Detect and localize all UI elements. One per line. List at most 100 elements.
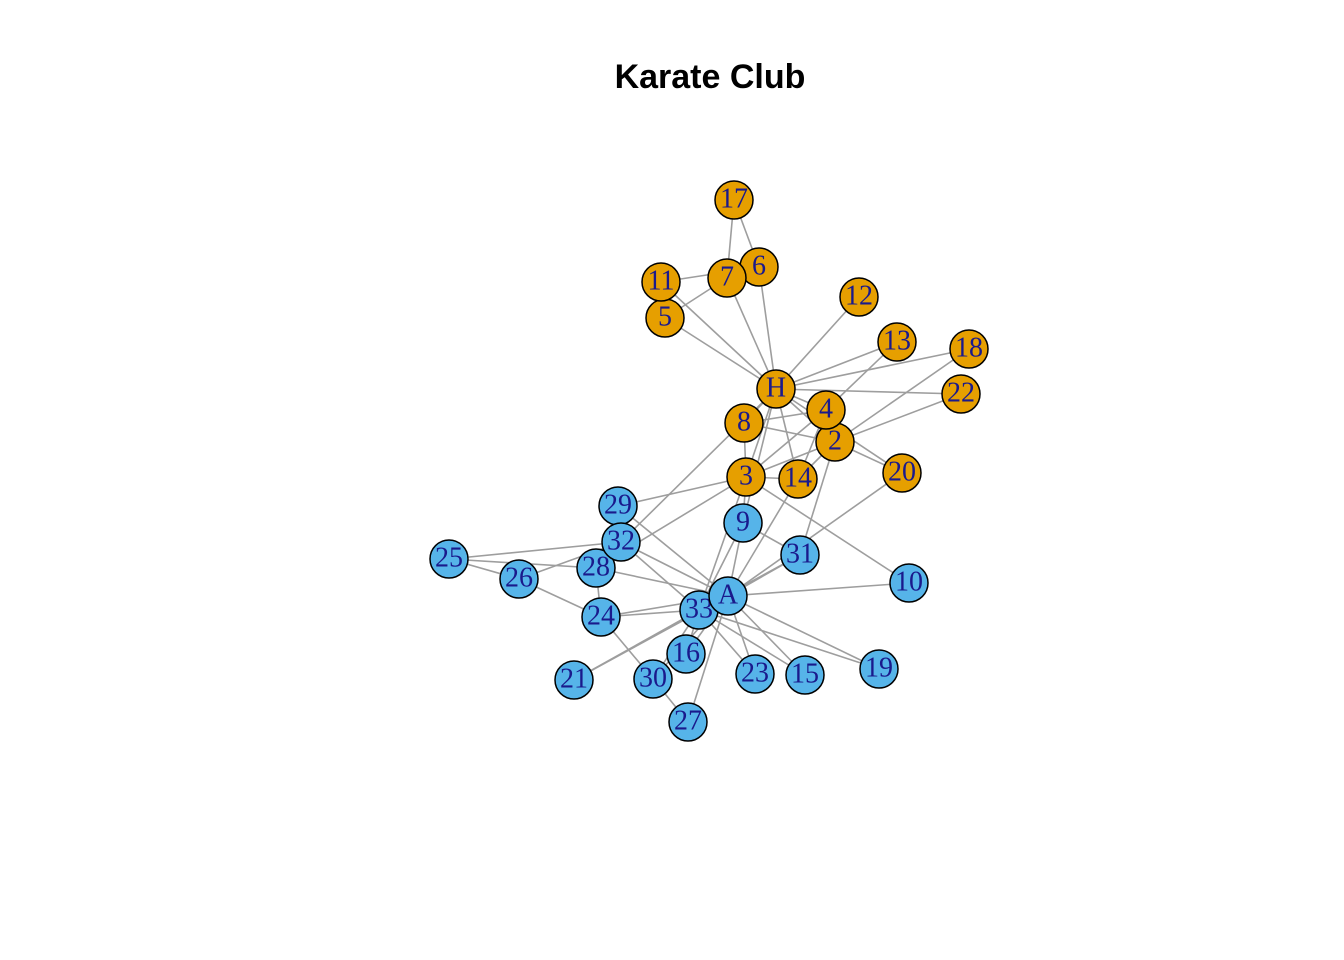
node-label: 15: [791, 658, 819, 689]
edge-3-33: [698, 476, 747, 611]
edge-H-9: [742, 388, 777, 524]
edge-10-A: [727, 582, 910, 597]
node-circle: [554, 660, 594, 700]
node-label: 26: [505, 562, 533, 593]
node-circle: [806, 390, 846, 430]
chart-title: Karate Club: [614, 58, 806, 96]
node-circle: [778, 459, 818, 499]
node-H: H: [756, 369, 796, 409]
node-3: 3: [726, 457, 766, 497]
node-6: 6: [739, 247, 779, 287]
node-label: 4: [819, 393, 833, 424]
node-label: 7: [720, 261, 734, 292]
node-23: 23: [735, 654, 775, 694]
edge-28-A: [595, 567, 729, 597]
node-label: A: [718, 579, 739, 610]
node-13: 13: [877, 322, 917, 362]
node-circle: [756, 369, 796, 409]
node-label: 6: [752, 250, 766, 281]
node-30: 30: [633, 659, 673, 699]
node-label: 21: [560, 663, 588, 694]
edge-29-A: [617, 505, 729, 597]
node-12: 12: [839, 277, 879, 317]
node-25: 25: [429, 539, 469, 579]
node-circle: [735, 654, 775, 694]
node-circle: [601, 522, 641, 562]
edge-15-33: [698, 609, 806, 676]
node-11: 11: [641, 262, 681, 302]
node-circle: [877, 322, 917, 362]
node-label: 24: [587, 600, 615, 631]
edge-H-18: [775, 348, 970, 390]
node-circle: [949, 329, 989, 369]
node-label: 18: [955, 332, 983, 363]
node-circle: [429, 539, 469, 579]
node-9: 9: [723, 503, 763, 543]
node-label: 13: [883, 325, 911, 356]
edge-14-A: [727, 478, 799, 597]
node-circle: [889, 563, 929, 603]
node-label: 5: [658, 301, 672, 332]
node-26: 26: [499, 559, 539, 599]
node-A: A: [708, 576, 748, 616]
node-label: 16: [672, 637, 700, 668]
node-label: 29: [604, 489, 632, 520]
edge-H-5: [664, 317, 777, 390]
node-label: 20: [888, 456, 916, 487]
edge-3-10: [745, 476, 910, 584]
node-label: 3: [739, 460, 753, 491]
node-label: 22: [947, 377, 975, 408]
node-label: 10: [895, 566, 923, 597]
node-7: 7: [707, 258, 747, 298]
node-4: 4: [806, 390, 846, 430]
node-circle: [576, 548, 616, 588]
node-label: 32: [607, 525, 635, 556]
node-circle: [859, 649, 899, 689]
node-circle: [708, 576, 748, 616]
node-5: 5: [645, 298, 685, 338]
node-circle: [714, 180, 754, 220]
node-31: 31: [780, 535, 820, 575]
node-circle: [668, 702, 708, 742]
node-8: 8: [724, 403, 764, 443]
node-circle: [780, 535, 820, 575]
node-20: 20: [882, 453, 922, 493]
node-label: 30: [639, 662, 667, 693]
node-label: 19: [865, 652, 893, 683]
node-16: 16: [666, 634, 706, 674]
node-circle: [581, 597, 621, 637]
node-circle: [499, 559, 539, 599]
node-label: 28: [582, 551, 610, 582]
node-label: 2: [828, 425, 842, 456]
node-label: 17: [720, 183, 748, 214]
edge-2-18: [834, 348, 970, 443]
edge-H-6: [758, 266, 777, 390]
node-label: 25: [435, 542, 463, 573]
node-29: 29: [598, 486, 638, 526]
node-label: 31: [786, 538, 814, 569]
edge-19-A: [727, 595, 880, 670]
node-circle: [707, 258, 747, 298]
node-circle: [633, 659, 673, 699]
node-label: 14: [784, 462, 812, 493]
edge-H-13: [775, 341, 898, 390]
node-circle: [724, 403, 764, 443]
node-10: 10: [889, 563, 929, 603]
node-circle: [785, 655, 825, 695]
edge-32-A: [620, 541, 729, 597]
node-circle: [882, 453, 922, 493]
node-circle: [839, 277, 879, 317]
node-label: 12: [845, 280, 873, 311]
edge-3-29: [617, 476, 747, 507]
edge-27-A: [687, 595, 729, 723]
node-circle: [726, 457, 766, 497]
node-19: 19: [859, 649, 899, 689]
edge-H-22: [775, 388, 962, 395]
node-circle: [666, 634, 706, 674]
node-label: 8: [737, 406, 751, 437]
node-label: 9: [736, 506, 750, 537]
edge-H-7: [726, 277, 777, 390]
node-14: 14: [778, 459, 818, 499]
